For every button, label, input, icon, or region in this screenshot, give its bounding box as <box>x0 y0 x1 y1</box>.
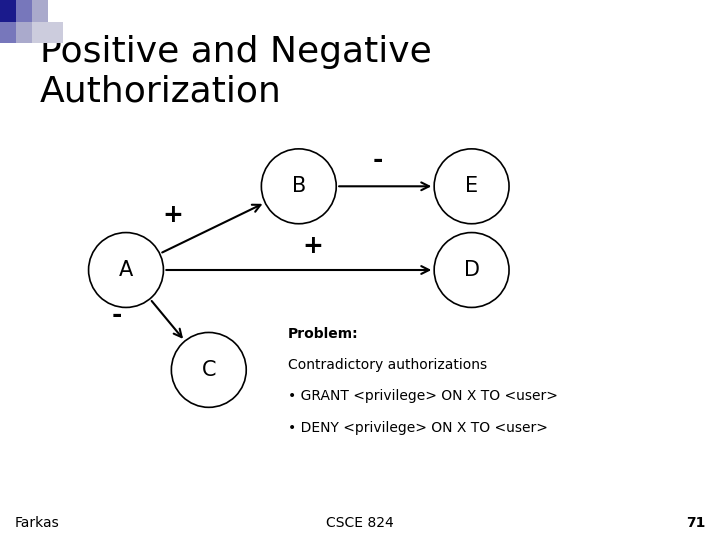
Text: • GRANT <privilege> ON X TO <user>: • GRANT <privilege> ON X TO <user> <box>288 389 558 403</box>
Text: D: D <box>464 260 480 280</box>
Text: 71: 71 <box>686 516 706 530</box>
Text: E: E <box>465 176 478 197</box>
Text: +: + <box>163 202 183 227</box>
Bar <box>16 0 32 22</box>
Text: • DENY <privilege> ON X TO <user>: • DENY <privilege> ON X TO <user> <box>288 421 548 435</box>
Ellipse shape <box>89 233 163 307</box>
Text: -: - <box>112 302 122 327</box>
Text: +: + <box>303 234 323 258</box>
Bar <box>0 22 16 43</box>
Text: -: - <box>373 148 383 172</box>
Ellipse shape <box>261 149 336 224</box>
Text: A: A <box>119 260 133 280</box>
Bar <box>0 0 16 22</box>
Ellipse shape <box>171 333 246 407</box>
Ellipse shape <box>434 149 509 224</box>
Text: Contradictory authorizations: Contradictory authorizations <box>288 358 487 372</box>
Text: Farkas: Farkas <box>14 516 59 530</box>
Bar <box>32 0 48 22</box>
Ellipse shape <box>434 233 509 307</box>
Bar <box>32 22 63 43</box>
Bar <box>16 22 32 43</box>
Text: B: B <box>292 176 306 197</box>
Text: C: C <box>202 360 216 380</box>
Text: Positive and Negative
Authorization: Positive and Negative Authorization <box>40 35 431 109</box>
Text: CSCE 824: CSCE 824 <box>326 516 394 530</box>
Text: Problem:: Problem: <box>288 327 359 341</box>
